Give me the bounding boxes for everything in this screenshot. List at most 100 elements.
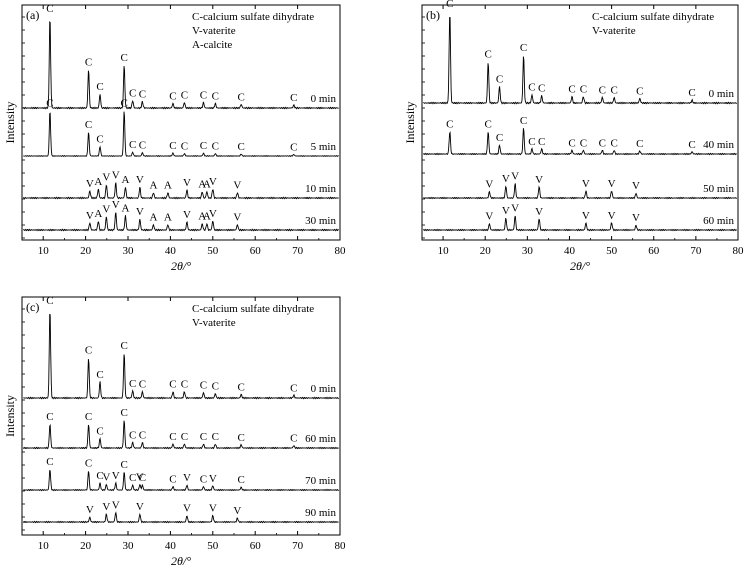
panel-a-peak-marker: C bbox=[96, 81, 103, 93]
panel-b-legend-entry: C-calcium sulfate dihydrate bbox=[592, 11, 714, 23]
panel-a-peak-marker: C bbox=[46, 97, 53, 109]
panel-a-trace-30-min bbox=[22, 212, 339, 232]
panel-b-series-label: 60 min bbox=[703, 215, 734, 227]
panel-b-series-label: 50 min bbox=[703, 183, 734, 195]
panel-b-peak-marker: V bbox=[582, 178, 590, 190]
panel-a-peak-marker: A bbox=[121, 174, 129, 186]
panel-a-peak-marker: V bbox=[86, 210, 94, 222]
panel-b-trace-50-min bbox=[423, 183, 738, 200]
panel-c-peak-marker: C bbox=[96, 425, 103, 437]
panel-a-peak-marker: A bbox=[149, 212, 157, 224]
panel-c-trace-90-min bbox=[22, 511, 339, 524]
panel-a-peak-marker: V bbox=[183, 209, 191, 221]
panel-a-peak-marker: A bbox=[198, 211, 206, 223]
panel-a-legend-entry: A-calcite bbox=[192, 39, 232, 51]
panel-a-legend-entry: V-vaterite bbox=[192, 25, 236, 37]
panel-b-x-axis-label: 2θ/° bbox=[570, 259, 590, 273]
panel-c-peak-marker: C bbox=[181, 379, 188, 391]
panel-a-peak-marker: V bbox=[209, 176, 217, 188]
panel-b-peak-marker: C bbox=[520, 115, 527, 127]
panel-c-label: (c) bbox=[26, 300, 39, 314]
panel-b-peak-marker: V bbox=[485, 211, 493, 223]
panel-b-peak-marker: C bbox=[688, 139, 695, 151]
panel-a-xtick-label: 20 bbox=[80, 245, 92, 257]
panel-b-peak-marker: C bbox=[496, 132, 503, 144]
panel-b-peak-marker: C bbox=[484, 49, 491, 61]
panel-a-y-axis-label: Intensity bbox=[3, 102, 17, 144]
panel-c-peak-marker: C bbox=[238, 381, 245, 393]
panel-c-peak-marker: C bbox=[200, 431, 207, 443]
panel-b-xtick-label: 30 bbox=[522, 245, 534, 257]
panel-a-xtick-label: 30 bbox=[123, 245, 135, 257]
panel-a-peak-marker: C bbox=[129, 139, 136, 151]
panel-a-peak-marker: C bbox=[181, 141, 188, 153]
panel-b-peak-marker: V bbox=[632, 180, 640, 192]
panel-b-peak-marker: V bbox=[535, 174, 543, 186]
panel-a-peak-marker: C bbox=[85, 56, 92, 68]
panel-b-peak-marker: C bbox=[636, 85, 643, 97]
panel-c-peak-marker: C bbox=[238, 432, 245, 444]
panel-c-trace-70-min bbox=[23, 469, 339, 492]
panel-a-peak-marker: A bbox=[94, 176, 102, 188]
panel-a-peak-marker: C bbox=[290, 142, 297, 154]
panel-a-peak-marker: A bbox=[121, 203, 129, 215]
panel-a-peak-marker: C bbox=[212, 90, 219, 102]
panel-b-trace-0-min bbox=[423, 16, 738, 105]
panel-a-peak-marker: C bbox=[169, 140, 176, 152]
panel-c-legend-entry: C-calcium sulfate dihydrate bbox=[192, 303, 314, 315]
panel-b-chart: 10 20 30 40 50 60 70 80 2θ/° Intensity (b) C-calciu… bbox=[403, 0, 744, 273]
panel-a-frame bbox=[21, 4, 341, 241]
panel-c-peak-marker: C bbox=[85, 457, 92, 469]
panel-c-peak-marker: C bbox=[46, 411, 53, 423]
panel-a-peak-marker: V bbox=[112, 170, 120, 182]
panel-b-peak-marker: C bbox=[580, 137, 587, 149]
panel-a-peak-marker: C bbox=[200, 89, 207, 101]
panel-c-y-axis-label: Intensity bbox=[3, 395, 17, 437]
panel-c-peak-marker: V bbox=[136, 471, 144, 483]
panel-c-peak-marker: C bbox=[212, 381, 219, 393]
panel-a-xtick-label: 40 bbox=[165, 245, 177, 257]
panel-a-peak-marker: V bbox=[136, 206, 144, 218]
panel-c-xtick-label: 50 bbox=[207, 540, 219, 552]
panel-b-xtick-label: 10 bbox=[438, 245, 450, 257]
panel-a-peak-marker: C bbox=[238, 91, 245, 103]
panel-b-peak-marker: C bbox=[599, 84, 606, 96]
panel-c-peak-marker: C bbox=[129, 472, 136, 484]
panel-c-frame bbox=[21, 296, 341, 536]
panel-c-peak-marker: C bbox=[121, 459, 128, 471]
panel-b-peak-marker: C bbox=[688, 87, 695, 99]
panel-c-peak-marker: C bbox=[96, 369, 103, 381]
panel-a-trace-0-min bbox=[22, 21, 339, 110]
panel-a-xtick-label: 60 bbox=[250, 245, 262, 257]
panel-b-series-label: 40 min bbox=[703, 139, 734, 151]
panel-c-peak-marker: C bbox=[139, 429, 146, 441]
panel-a-peak-marker: A bbox=[203, 179, 211, 191]
panel-b-peak-marker: C bbox=[528, 82, 535, 94]
panel-b-peak-marker: C bbox=[446, 0, 453, 10]
panel-a-xtick-label: 50 bbox=[207, 245, 219, 257]
panel-b-peak-marker: V bbox=[608, 178, 616, 190]
panel-c-peak-marker: C bbox=[129, 429, 136, 441]
panel-b-peak-marker: V bbox=[582, 210, 590, 222]
panel-c-series-label: 90 min bbox=[305, 507, 336, 519]
panel-a-peak-marker: C bbox=[121, 52, 128, 64]
panel-b-peak-marker: C bbox=[484, 119, 491, 131]
panel-a-peak-marker: V bbox=[209, 208, 217, 220]
panel-a-peak-marker: A bbox=[149, 180, 157, 192]
panel-c-xtick-label: 10 bbox=[38, 540, 50, 552]
panel-a-peak-marker: C bbox=[212, 141, 219, 153]
panel-a-series-label: 5 min bbox=[311, 141, 337, 153]
panel-a-peak-marker: V bbox=[102, 204, 110, 216]
panel-b-peak-marker: C bbox=[580, 84, 587, 96]
panel-c-peak-marker: C bbox=[46, 295, 53, 307]
panel-a-peak-marker: V bbox=[233, 180, 241, 192]
panel-a-xtick-label: 10 bbox=[38, 245, 50, 257]
panel-b-frame bbox=[421, 4, 739, 241]
panel-c-peak-marker: C bbox=[139, 379, 146, 391]
panel-c-peak-marker: V bbox=[112, 499, 120, 511]
panel-b-trace-60-min bbox=[422, 215, 737, 232]
panel-b-peak-marker: C bbox=[568, 84, 575, 96]
panel-c-xtick-label: 70 bbox=[292, 540, 304, 552]
panel-c-peak-marker: V bbox=[209, 473, 217, 485]
